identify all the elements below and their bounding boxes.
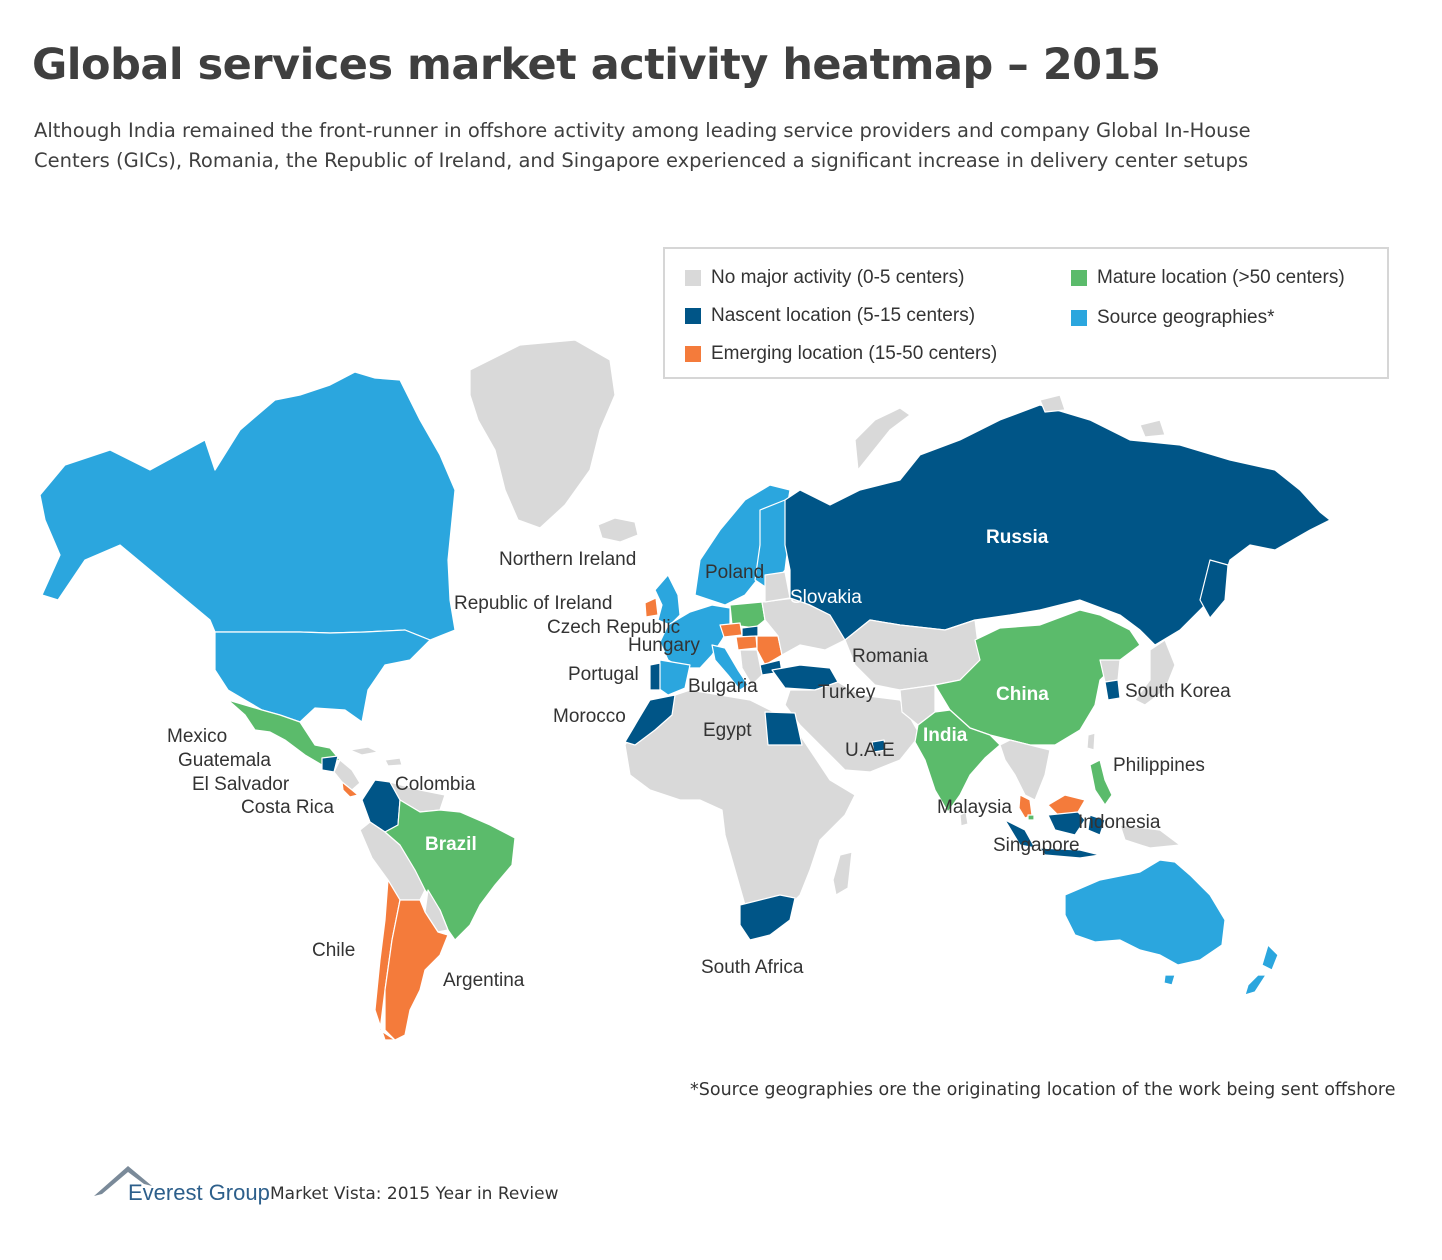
region-czech: [719, 622, 743, 638]
label-india: India: [923, 725, 968, 746]
label-slovakia: Slovakia: [790, 587, 862, 608]
region-paraguay: [424, 889, 449, 933]
region-se-asia: [999, 739, 1051, 801]
label-uae: U.A.E: [845, 740, 895, 761]
region-costa-rica: [341, 781, 359, 798]
label-northern-ireland: Northern Ireland: [499, 549, 636, 570]
region-uae: [871, 739, 887, 753]
region-egypt: [764, 711, 803, 746]
region-india: [914, 709, 1001, 813]
region-sri-lanka: [959, 811, 969, 827]
legend-label-mature: Mature location (>50 centers): [1097, 267, 1345, 288]
region-spain: [657, 659, 691, 696]
legend-item-no-activity: No major activity (0-5 centers): [685, 267, 964, 289]
region-slovakia: [741, 625, 759, 638]
region-new-zealand: [1244, 944, 1279, 996]
legend-swatch-mature: [1071, 270, 1087, 286]
region-svalbard: [854, 407, 911, 471]
region-borneo-malaysia: [1047, 794, 1086, 816]
region-iceland: [597, 517, 639, 543]
region-south-korea: [1104, 679, 1121, 701]
label-el-salvador: El Salvador: [192, 774, 290, 795]
label-egypt: Egypt: [703, 720, 752, 741]
label-philippines: Philippines: [1113, 755, 1205, 776]
label-china: China: [996, 684, 1049, 705]
label-chile: Chile: [312, 940, 355, 961]
label-brazil: Brazil: [425, 834, 477, 855]
label-south-korea: South Korea: [1125, 681, 1231, 702]
region-caribbean: [349, 746, 403, 767]
region-greenland: [469, 339, 616, 529]
region-brazil: [384, 799, 516, 941]
region-north-korea: [1099, 659, 1121, 683]
legend-swatch-no-activity: [685, 270, 701, 286]
legend-label-no-activity: No major activity (0-5 centers): [711, 267, 965, 288]
region-new-guinea: [1119, 824, 1181, 849]
report-title: Market Vista: 2015 Year in Review: [270, 1184, 559, 1204]
region-kamchatka: [1199, 559, 1229, 619]
page-subtitle: Although India remained the front-runner…: [34, 119, 1251, 172]
region-uk: [654, 574, 681, 626]
legend-label-source: Source geographies*: [1097, 307, 1275, 328]
region-canada: [39, 371, 456, 641]
map-legend: No major activity (0-5 centers) Nascent …: [663, 247, 1389, 379]
everest-logo-icon: [94, 1166, 152, 1196]
legend-item-mature: Mature location (>50 centers): [1071, 267, 1345, 289]
region-japan: [1134, 639, 1176, 706]
legend-item-nascent: Nascent location (5-15 centers): [685, 305, 975, 327]
region-balkans: [739, 649, 763, 686]
region-russian-islands: [1039, 394, 1166, 438]
label-colombia: Colombia: [395, 774, 476, 795]
legend-label-nascent: Nascent location (5-15 centers): [711, 305, 976, 326]
label-south-africa: South Africa: [701, 957, 804, 978]
label-indonesia: Indonesia: [1078, 812, 1161, 833]
region-morocco: [624, 694, 676, 746]
label-czech-republic: Czech Republic: [547, 617, 680, 638]
region-taiwan: [1086, 732, 1096, 751]
label-morocco: Morocco: [553, 706, 626, 727]
label-guatemala: Guatemala: [178, 750, 271, 771]
region-ireland: [644, 597, 659, 618]
label-malaysia: Malaysia: [937, 797, 1012, 818]
region-australia: [1064, 859, 1226, 966]
region-indonesia: [1004, 811, 1106, 859]
label-republic-of-ireland: Republic of Ireland: [454, 593, 612, 614]
region-philippines: [1089, 759, 1113, 806]
region-poland: [729, 601, 766, 629]
label-hungary: Hungary: [628, 635, 700, 656]
label-argentina: Argentina: [443, 970, 525, 991]
label-costa-rica: Costa Rica: [241, 797, 334, 818]
label-romania: Romania: [852, 646, 928, 667]
label-mexico: Mexico: [167, 726, 227, 747]
legend-swatch-nascent: [685, 308, 701, 324]
legend-item-emerging: Emerging location (15-50 centers): [685, 343, 997, 365]
label-russia: Russia: [986, 527, 1049, 548]
region-south-africa: [739, 894, 796, 941]
region-singapore: [1027, 814, 1035, 821]
region-usa: [214, 629, 431, 723]
brand-name: Everest Group: [128, 1180, 270, 1205]
region-italy: [711, 644, 749, 691]
legend-item-source: Source geographies*: [1071, 307, 1274, 329]
label-bulgaria: Bulgaria: [688, 676, 758, 697]
region-madagascar: [832, 851, 853, 896]
label-portugal: Portugal: [568, 664, 639, 685]
region-romania: [756, 635, 783, 666]
region-baltics: [764, 571, 791, 603]
legend-label-emerging: Emerging location (15-50 centers): [711, 343, 998, 364]
footnote: *Source geographies ore the originating …: [690, 1080, 1396, 1100]
page-title: Global services market activity heatmap …: [32, 40, 1161, 90]
label-poland: Poland: [705, 562, 764, 583]
region-tasmania: [1163, 974, 1176, 986]
region-portugal: [649, 662, 661, 691]
label-turkey: Turkey: [818, 682, 876, 703]
region-hungary: [735, 635, 758, 651]
label-singapore: Singapore: [993, 835, 1080, 856]
legend-swatch-source: [1071, 310, 1087, 326]
legend-swatch-emerging: [685, 346, 701, 362]
region-argentina: [384, 899, 449, 1041]
